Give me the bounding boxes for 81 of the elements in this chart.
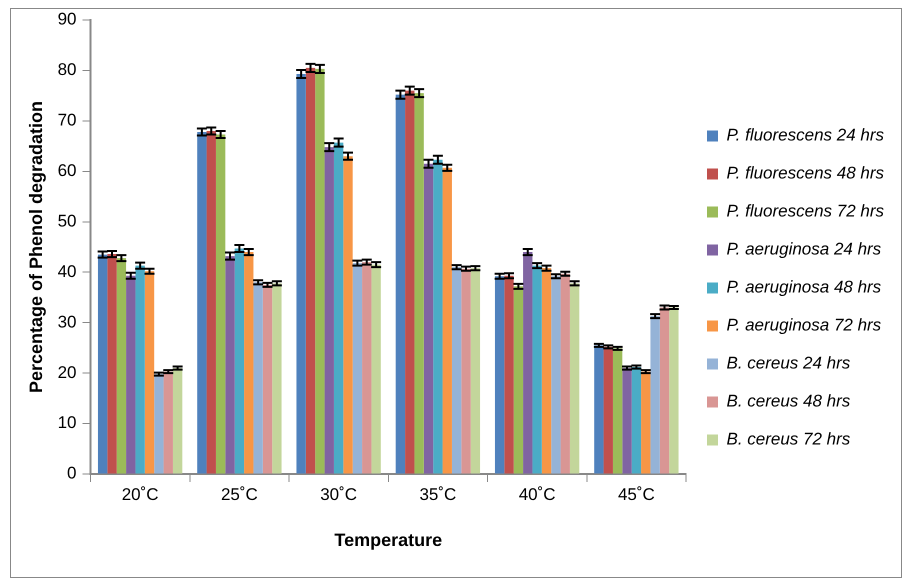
bar (334, 142, 344, 474)
bar (225, 256, 235, 474)
bar (542, 268, 552, 474)
bar (272, 283, 282, 474)
bar (116, 258, 126, 474)
y-tick-label: 60 (58, 161, 77, 180)
bar (532, 266, 542, 474)
bar (424, 164, 434, 474)
bar (523, 252, 532, 474)
bar (604, 346, 613, 474)
y-tick-label: 30 (58, 312, 77, 332)
bar (560, 274, 570, 474)
bar (296, 74, 306, 474)
y-tick-label: 90 (58, 10, 77, 29)
bar (262, 284, 272, 474)
y-tick-label: 40 (58, 262, 77, 281)
bar (494, 276, 504, 474)
legend-label: B. cereus 48 hrs (726, 392, 851, 411)
bar (126, 276, 136, 474)
legend-label: B. cereus 24 hrs (726, 354, 851, 373)
x-tick-label: 30˚C (320, 484, 358, 504)
y-axis-title: Percentage of Phenol degradation (26, 100, 46, 394)
bar (135, 266, 145, 474)
bar (641, 372, 650, 474)
y-tick-label: 70 (58, 110, 77, 130)
bar (315, 68, 325, 474)
bar (98, 254, 108, 474)
bar (514, 286, 524, 474)
y-tick-label: 0 (67, 464, 77, 483)
bar (405, 90, 414, 474)
bar (154, 374, 164, 474)
y-tick-label: 80 (58, 60, 77, 80)
bar (107, 254, 117, 474)
bar (632, 367, 642, 474)
bar (660, 308, 670, 474)
legend-label: B. cereus 72 hrs (726, 430, 851, 449)
bar (206, 130, 216, 474)
y-tick-label: 20 (58, 362, 77, 382)
bar (164, 372, 173, 474)
y-tick-label: 10 (58, 413, 77, 432)
bar (414, 93, 424, 474)
legend-label: P. aeruginosa 48 hrs (726, 278, 882, 297)
bar (343, 156, 353, 474)
bar (470, 268, 480, 474)
bar (504, 276, 514, 474)
bar (433, 160, 443, 474)
x-tick-label: 40˚C (518, 484, 556, 504)
legend-label: P. fluorescens 24 hrs (726, 126, 884, 145)
legend-label: P. aeruginosa 72 hrs (726, 316, 882, 335)
bar (461, 268, 471, 474)
bar (669, 308, 679, 474)
x-tick-label: 45˚C (618, 484, 655, 504)
bar (244, 252, 254, 474)
bar (253, 282, 263, 474)
bar (172, 368, 182, 474)
bar (442, 168, 452, 474)
bar (551, 276, 561, 474)
x-axis-title: Temperature (334, 530, 442, 550)
bar (594, 345, 604, 474)
bar (396, 94, 406, 474)
bar (234, 248, 244, 474)
bar (324, 147, 334, 474)
bar (650, 316, 660, 474)
x-tick-label: 25˚C (220, 484, 258, 504)
x-tick-label: 35˚C (419, 484, 456, 504)
bar (570, 283, 580, 474)
bar (371, 264, 381, 474)
legend-label: P. fluorescens 48 hrs (726, 164, 884, 183)
bar (306, 68, 316, 474)
legend-label: P. fluorescens 72 hrs (726, 202, 884, 221)
bar (216, 134, 226, 474)
bar (352, 263, 362, 474)
legend-label: P. aeruginosa 24 hrs (726, 240, 882, 259)
bar (452, 267, 462, 474)
bar (197, 132, 207, 474)
y-tick-label: 50 (58, 211, 77, 230)
bar (612, 348, 622, 474)
bar (144, 271, 154, 474)
bar (622, 368, 632, 474)
x-tick-label: 20˚C (122, 484, 159, 504)
bar (362, 262, 372, 474)
